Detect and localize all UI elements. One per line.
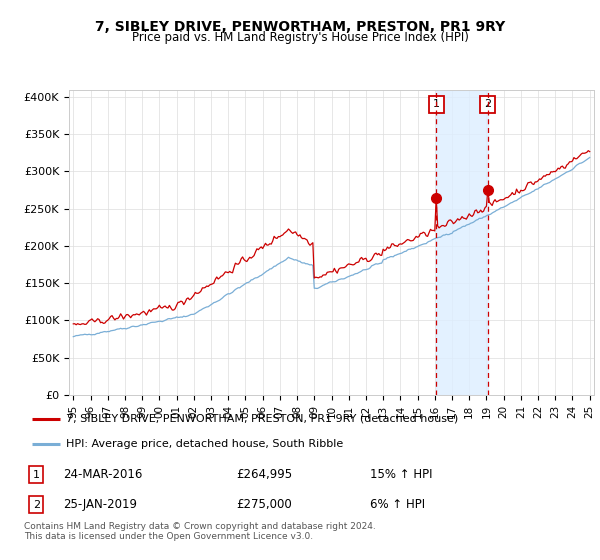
Text: 6% ↑ HPI: 6% ↑ HPI bbox=[370, 498, 425, 511]
Text: 25-JAN-2019: 25-JAN-2019 bbox=[63, 498, 137, 511]
Text: 24-MAR-2016: 24-MAR-2016 bbox=[63, 468, 142, 482]
Text: HPI: Average price, detached house, South Ribble: HPI: Average price, detached house, Sout… bbox=[66, 438, 343, 449]
Text: Contains HM Land Registry data © Crown copyright and database right 2024.
This d: Contains HM Land Registry data © Crown c… bbox=[24, 522, 376, 542]
Text: 2: 2 bbox=[33, 500, 40, 510]
Bar bbox=[436, 90, 488, 395]
Text: 1: 1 bbox=[433, 100, 440, 110]
Text: 7, SIBLEY DRIVE, PENWORTHAM, PRESTON, PR1 9RY (detached house): 7, SIBLEY DRIVE, PENWORTHAM, PRESTON, PR… bbox=[66, 414, 458, 424]
Text: £275,000: £275,000 bbox=[236, 498, 292, 511]
Text: 15% ↑ HPI: 15% ↑ HPI bbox=[370, 468, 433, 482]
Text: 7, SIBLEY DRIVE, PENWORTHAM, PRESTON, PR1 9RY: 7, SIBLEY DRIVE, PENWORTHAM, PRESTON, PR… bbox=[95, 20, 505, 34]
Text: £264,995: £264,995 bbox=[236, 468, 292, 482]
Text: 1: 1 bbox=[33, 470, 40, 480]
Text: 2: 2 bbox=[484, 100, 491, 110]
Text: Price paid vs. HM Land Registry's House Price Index (HPI): Price paid vs. HM Land Registry's House … bbox=[131, 31, 469, 44]
